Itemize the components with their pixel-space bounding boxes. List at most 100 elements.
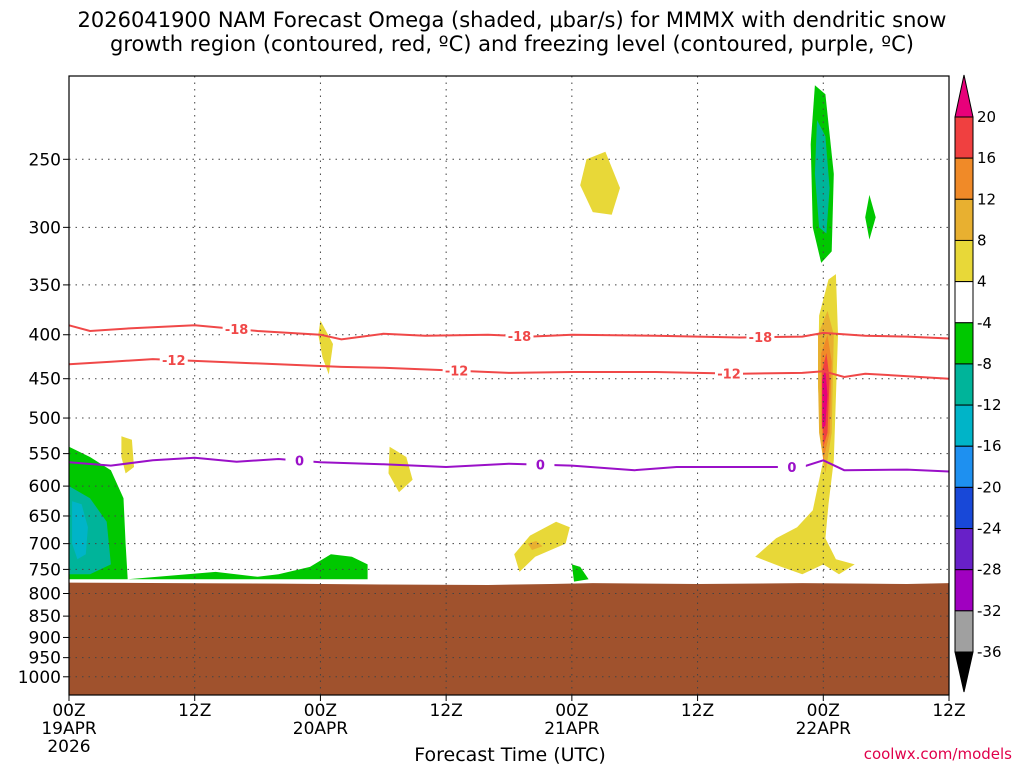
temperature-contours: -18 -18 -18 -12 -12 -12 0 0 0 [68,321,950,476]
y-tick-label-650: 650 [29,507,61,527]
colorbar-label-10: -24 [977,520,1002,538]
colorbar-label-0: 20 [977,108,996,126]
chart-title-line1: 2026041900 NAM Forecast Omega (shaded, μ… [77,8,947,32]
contour-label-bg [526,456,555,473]
contour-label-0-0: -18 [225,323,249,338]
colorbar-block-10 [954,528,974,571]
x-tick-label-48-0: 00Z [555,701,588,721]
colorbar-label-4: 4 [977,273,987,291]
contour-line-2 [68,456,950,473]
x-tick-label-0-1: 19APR [41,719,97,739]
omega-region-4 [514,521,570,572]
colorbar-label-1: 16 [977,149,996,167]
y-tick-label-850: 850 [29,607,61,627]
colorbar-block-4 [954,281,974,324]
colorbar-block-7 [954,404,974,447]
x-tick-label-84-0: 12Z [932,701,965,721]
colorbar-label-6: -8 [977,355,992,373]
plot-frame [68,75,950,696]
x-tick-label-72-1: 22APR [796,719,852,739]
colorbar-label-11: -28 [977,561,1002,579]
omega-region-1 [318,320,333,375]
y-tick-label-900: 900 [29,628,61,648]
colorbar-label-3: 8 [977,231,987,249]
y-tick-label-350: 350 [29,276,61,296]
contour-label-bg [777,458,806,475]
x-tick-label-12-0: 12Z [178,701,211,721]
colorbar-bottom-arrow [954,651,974,693]
contour-label-bg [442,362,471,379]
x-tick-label-24-1: 20APR [293,719,349,739]
colorbar-label-13: -36 [977,643,1002,661]
colorbar-block-1 [954,157,974,200]
y-tick-label-600: 600 [29,477,61,497]
y-tick-label-950: 950 [29,649,61,669]
omega-shading [69,85,876,582]
x-axis-label: Forecast Time (UTC) [414,744,606,766]
x-tick-label-60-0: 12Z [681,701,714,721]
x-tick-label-36-0: 12Z [430,701,463,721]
omega-region-14 [69,446,368,580]
contour-label-1-2: -12 [717,367,741,382]
omega-region-3 [121,436,134,474]
credit-link[interactable]: coolwx.com/models [863,745,1012,763]
colorbar-block-6 [954,363,974,406]
colorbar-label-5: -4 [977,314,992,332]
x-tick-label-24-0: 00Z [304,701,337,721]
y-tick-label-500: 500 [29,409,61,429]
colorbar-label-12: -32 [977,602,1002,620]
contour-line-1 [68,358,950,380]
colorbar-label-8: -16 [977,437,1002,455]
y-tick-label-700: 700 [29,535,61,555]
terrain-below-ground [69,582,949,695]
contour-label-0-2: -18 [749,331,773,346]
x-tick-label-0-0: 00Z [52,701,85,721]
chart-title-line2: growth region (contoured, red, ºC) and f… [110,32,914,56]
colorbar-block-2 [954,198,974,241]
x-tick-label-48-1: 21APR [544,719,600,739]
colorbar-block-11 [954,569,974,612]
x-tick-label-72-0: 00Z [807,701,840,721]
y-tick-label-750: 750 [29,560,61,580]
colorbar-block-0 [954,116,974,159]
omega-region-13 [865,194,876,240]
colorbar-label-9: -20 [977,478,1002,496]
colorbar-label-7: -12 [977,396,1002,414]
colorbar-block-12 [954,610,974,653]
colorbar-block-9 [954,486,974,530]
contour-line-0 [68,324,950,341]
y-tick-label-1000: 1000 [18,668,61,688]
contour-label-bg [505,328,534,345]
contour-label-bg [285,452,314,469]
contour-label-2-1: 0 [536,459,545,474]
colorbar-top-arrow [954,74,974,118]
axes: 2503003504004505005506006507007508008509… [18,75,966,757]
contour-label-bg [222,321,251,338]
contour-label-bg [746,329,775,346]
y-tick-label-300: 300 [29,218,61,238]
terrain-fill [69,582,949,695]
y-tick-label-550: 550 [29,445,61,465]
omega-region-12 [814,120,830,234]
contour-label-1-0: -12 [162,354,186,369]
contour-label-2-2: 0 [787,461,796,476]
contour-label-bg [715,365,743,382]
colorbar: 20 16 12 8 4 -4 -8 -12 -16 -20 -24 -28 -32 -36 [954,74,1002,693]
colorbar-block-8 [954,445,974,488]
omega-region-17 [571,564,589,582]
contour-label-2-0: 0 [295,455,304,470]
contour-label-0-1: -18 [508,330,532,345]
colorbar-label-2: 12 [977,190,996,208]
y-tick-label-250: 250 [29,150,61,170]
contour-label-1-1: -12 [445,365,469,380]
contour-label-bg [159,352,188,369]
colorbar-block-5 [954,322,974,365]
omega-region-2 [388,446,413,493]
y-tick-label-450: 450 [29,370,61,390]
omega-region-6 [755,274,855,575]
y-tick-label-400: 400 [29,326,61,346]
omega-region-0 [580,151,620,215]
colorbar-block-3 [954,239,974,283]
x-tick-label-0-2: 2026 [47,737,90,757]
